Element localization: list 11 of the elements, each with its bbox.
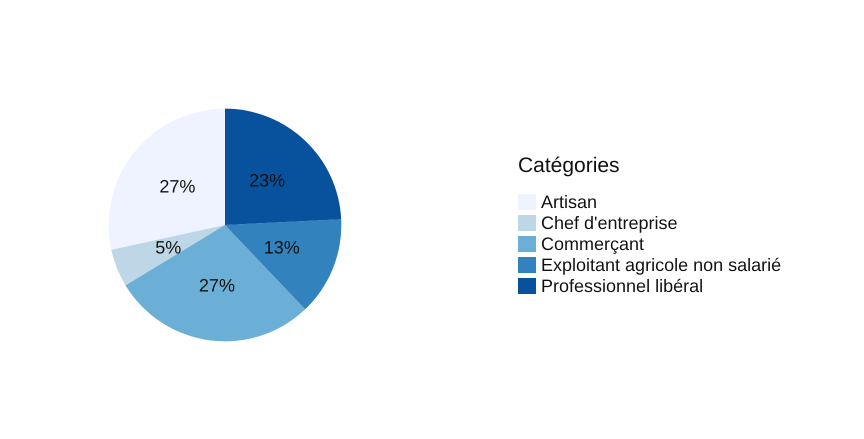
data-label: 13% (264, 238, 300, 258)
legend-label: Commerçant (541, 234, 644, 254)
legend-label: Artisan (541, 192, 598, 212)
data-label: 27% (198, 276, 235, 296)
legend-label: Exploitant agricole non salarié (541, 255, 782, 275)
legend-label: Chef d'entreprise (541, 213, 678, 233)
data-label: 23% (249, 170, 286, 191)
data-label: 27% (159, 176, 196, 197)
legend-title: Catégories (518, 154, 620, 177)
legend-label: Professionnel libéral (541, 276, 704, 296)
data-label: 5% (155, 238, 182, 258)
